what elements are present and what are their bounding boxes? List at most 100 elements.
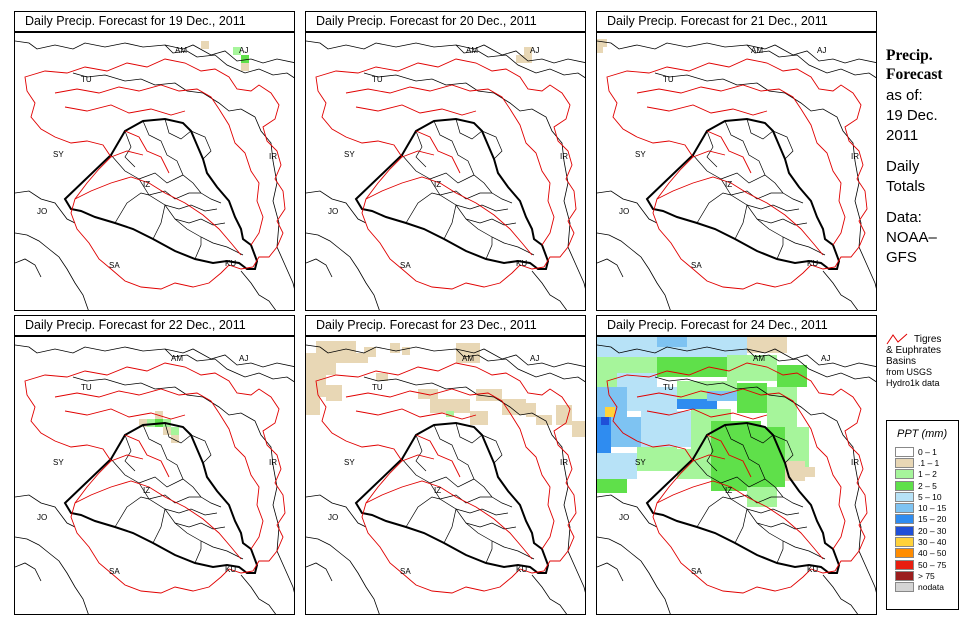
label-sa: SA: [400, 567, 411, 576]
precip-map-svg: AM AJ TU SY IR IZ JO SA KU: [15, 40, 294, 310]
label-am: AM: [751, 46, 763, 55]
label-am: AM: [171, 354, 183, 363]
forecast-panel-dec22: Daily Precip. Forecast for 22 Dec., 2011…: [14, 315, 295, 615]
basin-label1: Tigres: [914, 333, 942, 345]
label-sa: SA: [109, 567, 120, 576]
panel-map: AM AJ TU SY IR IZ JO SA KU: [305, 336, 586, 615]
ppt-legend-item: 20 – 30: [895, 525, 958, 536]
forecast-panel-dec21: Daily Precip. Forecast for 21 Dec., 2011…: [596, 11, 877, 311]
ppt-swatch: [895, 457, 914, 468]
ppt-legend-item: nodata: [895, 582, 958, 593]
ppt-legend-title: PPT (mm): [897, 428, 948, 440]
ppt-swatch: [895, 548, 914, 559]
data-line2: NOAA–: [886, 229, 937, 246]
basin-source2: Hydro1k data: [886, 378, 940, 388]
label-jo: JO: [37, 513, 47, 522]
label-sa: SA: [691, 567, 702, 576]
precip-map-svg: AM AJ TU SY IR IZ JO SA KU: [306, 40, 585, 310]
label-am: AM: [175, 46, 187, 55]
label-sy: SY: [53, 458, 64, 467]
label-tu: TU: [81, 383, 92, 392]
ppt-legend-item: 50 – 75: [895, 559, 958, 570]
basin-legend: Tigres & Euphrates Basins from USGS Hydr…: [886, 333, 970, 389]
basin-source1: from USGS: [886, 367, 933, 377]
ppt-legend-item: 30 – 40: [895, 536, 958, 548]
ppt-label: .1 – 1: [918, 457, 940, 468]
label-jo: JO: [328, 207, 338, 216]
label-sa: SA: [109, 261, 120, 270]
ppt-label: 30 – 40: [918, 537, 947, 548]
ppt-swatch: [895, 570, 914, 581]
ppt-label: 40 – 50: [918, 548, 947, 559]
label-ir: IR: [851, 458, 859, 467]
title-line2: Forecast: [886, 66, 943, 83]
ppt-label: 15 – 20: [918, 514, 947, 525]
label-iz: IZ: [143, 180, 150, 189]
label-jo: JO: [37, 207, 47, 216]
ppt-label: nodata: [918, 582, 944, 593]
sidebar-info: Precip. Forecast as of: 19 Dec. 2011 Dai…: [886, 46, 968, 268]
label-jo: JO: [328, 513, 338, 522]
precip-cells: [597, 337, 815, 507]
forecast-panel-dec23: Daily Precip. Forecast for 23 Dec., 2011: [305, 315, 586, 615]
data-line1: Data:: [886, 209, 922, 226]
label-am: AM: [462, 354, 474, 363]
ppt-label: 0 – 1: [918, 446, 937, 457]
daily-line2: Totals: [886, 178, 926, 195]
label-ku: KU: [807, 259, 818, 268]
ppt-swatch: [895, 582, 914, 593]
ppt-legend-item: 2 – 5: [895, 480, 958, 491]
ppt-legend-item: 1 – 2: [895, 469, 958, 480]
ppt-label: 10 – 15: [918, 503, 947, 514]
ppt-swatch: [895, 559, 914, 570]
label-iz: IZ: [725, 486, 732, 495]
label-sy: SY: [635, 150, 646, 159]
forecast-panel-dec19: Daily Precip. Forecast for 19 Dec., 2011…: [14, 11, 295, 311]
precip-map-svg: AM AJ TU SY IR IZ JO SA KU: [306, 341, 585, 614]
ppt-label: 20 – 30: [918, 525, 947, 536]
ppt-label: 50 – 75: [918, 559, 947, 570]
asof-label: as of:: [886, 87, 923, 104]
label-ir: IR: [560, 458, 568, 467]
label-ir: IR: [560, 152, 568, 161]
label-iz: IZ: [434, 180, 441, 189]
panel-title: Daily Precip. Forecast for 22 Dec., 2011: [14, 315, 295, 336]
label-sa: SA: [400, 261, 411, 270]
basin-label3: Basins: [886, 356, 917, 367]
ppt-label: 1 – 2: [918, 469, 937, 480]
ppt-swatch: [895, 491, 914, 502]
daily-line1: Daily: [886, 158, 920, 175]
ppt-swatch: [895, 537, 914, 548]
label-ir: IR: [269, 458, 277, 467]
label-aj: AJ: [817, 46, 826, 55]
ppt-label: 2 – 5: [918, 480, 937, 491]
ppt-legend-item: 40 – 50: [895, 548, 958, 559]
forecast-panel-dec24: Daily Precip. Forecast for 24 Dec., 2011: [596, 315, 877, 615]
label-tu: TU: [81, 75, 92, 84]
label-ku: KU: [807, 565, 818, 574]
label-aj: AJ: [530, 354, 539, 363]
label-iz: IZ: [434, 486, 441, 495]
ppt-swatch: [895, 469, 914, 480]
label-am: AM: [466, 46, 478, 55]
label-sy: SY: [53, 150, 64, 159]
ppt-legend-item: .1 – 1: [895, 457, 958, 468]
panel-map: AM AJ TU SY IR IZ JO SA KU: [14, 32, 295, 311]
panel-title: Daily Precip. Forecast for 24 Dec., 2011: [596, 315, 877, 336]
label-tu: TU: [372, 383, 383, 392]
label-aj: AJ: [239, 354, 248, 363]
ppt-legend-item: 0 – 1: [895, 446, 958, 457]
panel-map: AM AJ TU SY IR IZ JO SA KU: [305, 32, 586, 311]
label-aj: AJ: [821, 354, 830, 363]
panel-map: AM AJ TU SY IR IZ JO SA KU: [596, 32, 877, 311]
ppt-swatch: [895, 525, 914, 536]
ppt-swatch: [895, 480, 914, 491]
ppt-legend-item: > 75: [895, 570, 958, 581]
ppt-label: 5 – 10: [918, 491, 942, 502]
label-am: AM: [753, 354, 765, 363]
label-sy: SY: [635, 458, 646, 467]
label-iz: IZ: [725, 180, 732, 189]
label-sy: SY: [344, 150, 355, 159]
